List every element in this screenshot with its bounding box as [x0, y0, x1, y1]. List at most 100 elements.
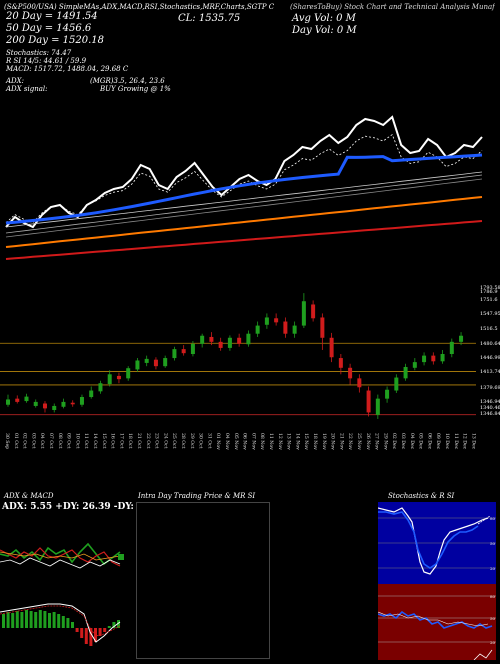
date-axis-label: 05 Dec	[418, 433, 424, 450]
macd-bar	[61, 616, 65, 628]
adx-macd-title: ADX & MACD	[4, 492, 54, 500]
candle-body	[200, 335, 205, 344]
date-axis-label: 05 Nov	[233, 433, 239, 450]
candle-body	[33, 401, 38, 406]
date-axis-label: 06 Nov	[242, 433, 248, 450]
candle-body	[89, 390, 94, 398]
rsi-panel: 80 50 20	[377, 584, 496, 661]
macd-readout: MACD: 1517.72, 1488.04, 29.68 C	[6, 65, 129, 73]
candle-body	[394, 377, 399, 391]
date-axis-label: 24 Oct	[162, 433, 168, 449]
date-axis-label: 12 Nov	[277, 433, 283, 450]
candle-body	[246, 333, 251, 345]
date-axis-label: 08 Nov	[259, 433, 265, 450]
candle-body	[218, 341, 223, 348]
candle-body	[412, 362, 417, 368]
date-axis-label: 30 Oct	[198, 433, 204, 449]
price-axis-label: 1480.64	[480, 341, 500, 347]
date-axis-label: 25 Oct	[171, 433, 177, 449]
price-axis-label: 1346.84	[480, 411, 500, 417]
stoch-level-80: 80	[490, 516, 496, 521]
price-axis-label: 1516.5	[480, 326, 498, 332]
candle-body	[15, 398, 20, 402]
date-axis-label: 11 Nov	[268, 433, 274, 450]
price-axis-label: 1346.94	[480, 399, 500, 405]
date-axis-label: 14 Oct	[92, 433, 98, 449]
date-axis-label: 10 Dec	[444, 433, 450, 450]
date-axis-label: 29 Nov	[382, 433, 388, 450]
date-axis-label: 29 Oct	[189, 433, 195, 449]
stochastics-readout: Stochastics: 74.47	[6, 49, 72, 57]
rsi-readout: R SI 14/5: 44.61 / 59.9	[6, 57, 87, 65]
macd-bar	[11, 613, 15, 628]
candle-body	[172, 349, 177, 359]
macd-bar	[29, 611, 33, 628]
candle-body	[264, 317, 269, 325]
adx-values-text: ADX: 5.55 +DY: 26.39 -DY: 23.61	[2, 502, 166, 512]
adx-values: (MGR)3.5, 26.4, 23.6	[90, 77, 165, 85]
ema-200-line	[5, 196, 483, 248]
date-axis-label: 02 Dec	[391, 433, 397, 450]
date-axis-label: 03 Dec	[400, 433, 406, 450]
dotted-average-line	[5, 133, 483, 224]
macd-bar	[107, 626, 111, 628]
price-axis-label: 1547.95	[480, 311, 500, 317]
adx-panel: ADX: 5.55 +DY: 26.39 -DY: 23.61	[0, 502, 165, 582]
date-axis-label: 31 Oct	[206, 433, 212, 449]
date-axis-label: 21 Oct	[136, 433, 142, 449]
date-axis-label: 19 Nov	[321, 433, 327, 450]
macd-bar	[75, 628, 79, 632]
ema-50-readout: 50 Day = 1456.6	[6, 23, 92, 34]
watermark-text: (SharesToBuy) Stock Chart and Technical …	[290, 3, 495, 11]
ema-300-line	[5, 220, 483, 260]
stochastics-rsi-title: Stochastics & R SI	[388, 492, 455, 500]
ema-20-readout: 20 Day = 1491.54	[6, 11, 98, 22]
macd-bar	[52, 612, 56, 628]
macd-bar	[34, 612, 38, 628]
date-axis-label: 22 Nov	[347, 433, 353, 450]
date-axis-label: 15 Oct	[101, 433, 107, 449]
candle-body	[274, 318, 279, 323]
rsi-lines: 80 50 20	[377, 594, 496, 661]
macd-bar	[20, 612, 24, 628]
rsi-level-50: 50	[490, 616, 496, 621]
macd-bar	[15, 611, 19, 628]
date-axis-label: 28 Oct	[180, 433, 186, 449]
price-axis-label: 1379.69	[480, 385, 500, 391]
macd-bar	[117, 620, 120, 628]
candle-body	[107, 374, 112, 385]
date-axis-label: 07 Nov	[250, 433, 256, 450]
macd-bar	[89, 628, 93, 646]
avg-volume-readout: Avg Vol: 0 M	[292, 13, 356, 24]
candle-body	[440, 354, 445, 362]
price-axis-label: 1786.9	[480, 289, 498, 295]
candle-body	[301, 301, 306, 326]
ema-150-line	[5, 178, 483, 238]
date-axis-label: 01 Nov	[215, 433, 221, 450]
macd-bar	[38, 610, 42, 628]
date-axis-label: 20 Nov	[330, 433, 336, 450]
candle-body	[163, 358, 168, 367]
price-axis-label: 1446.99	[480, 355, 500, 361]
macd-bar	[2, 614, 5, 628]
stochastics-lines: 80 50 20	[377, 507, 496, 575]
macd-bar	[84, 628, 88, 644]
price-axis-label: 1793.58	[480, 285, 500, 291]
macd-bar	[98, 628, 102, 636]
candle-body	[190, 343, 195, 354]
adx-signal-value: BUY Growing @ 1%	[100, 85, 171, 93]
candle-body	[357, 378, 362, 388]
date-axis-label: 10 Oct	[74, 433, 80, 449]
candle-body	[237, 337, 242, 344]
candle-body	[126, 368, 131, 379]
stochastics-panel: 80 50 20	[377, 502, 496, 584]
candle-body	[283, 321, 288, 334]
candle-body	[385, 389, 390, 399]
macd-histogram	[0, 603, 121, 646]
date-axis-label: 04 Dec	[409, 433, 415, 450]
candle-body	[348, 367, 353, 379]
candle-body	[329, 337, 334, 358]
rsi-level-80: 80	[490, 594, 496, 599]
ema-20-line	[5, 153, 483, 225]
date-axis-label: 09 Dec	[435, 433, 441, 450]
